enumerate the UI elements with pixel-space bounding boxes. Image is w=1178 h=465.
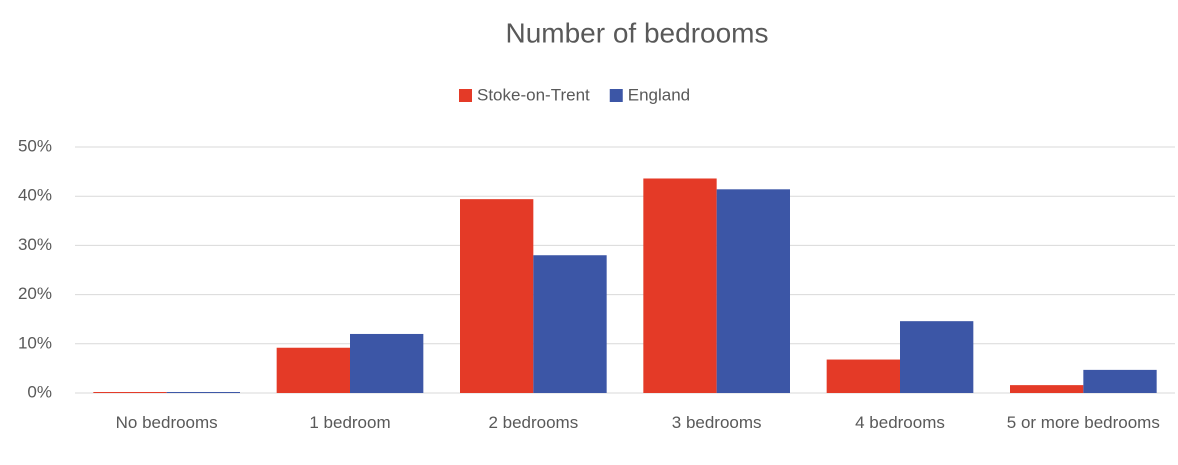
y-tick-label: 20% — [18, 284, 52, 303]
bar — [900, 321, 974, 393]
legend-label: Stoke-on-Trent — [477, 85, 590, 104]
bar — [350, 333, 424, 393]
x-tick-label: No bedrooms — [115, 413, 218, 432]
bar — [716, 189, 790, 393]
y-tick-label: 50% — [18, 136, 52, 155]
x-tick-label: 4 bedrooms — [855, 413, 945, 432]
bar — [643, 178, 717, 393]
x-tick-label: 2 bedrooms — [488, 413, 579, 432]
bar — [166, 392, 240, 393]
x-tick-label: 5 or more bedrooms — [1006, 413, 1160, 432]
y-tick-label: 0% — [27, 382, 52, 401]
x-tick-label: 1 bedroom — [309, 413, 391, 432]
y-tick-label: 30% — [18, 235, 52, 254]
legend-swatch — [459, 89, 472, 102]
bar — [826, 359, 900, 393]
bar — [276, 347, 350, 393]
bar — [1083, 369, 1157, 393]
y-tick-label: 10% — [18, 333, 52, 352]
bar — [1010, 385, 1084, 393]
bar — [460, 199, 534, 393]
x-tick-label: 3 bedrooms — [671, 413, 762, 432]
bar — [533, 255, 607, 393]
chart-title: Number of bedrooms — [505, 17, 768, 48]
legend-swatch — [609, 89, 623, 102]
y-tick-label: 40% — [18, 186, 52, 205]
legend-label: England — [628, 85, 690, 104]
bar — [93, 392, 167, 393]
